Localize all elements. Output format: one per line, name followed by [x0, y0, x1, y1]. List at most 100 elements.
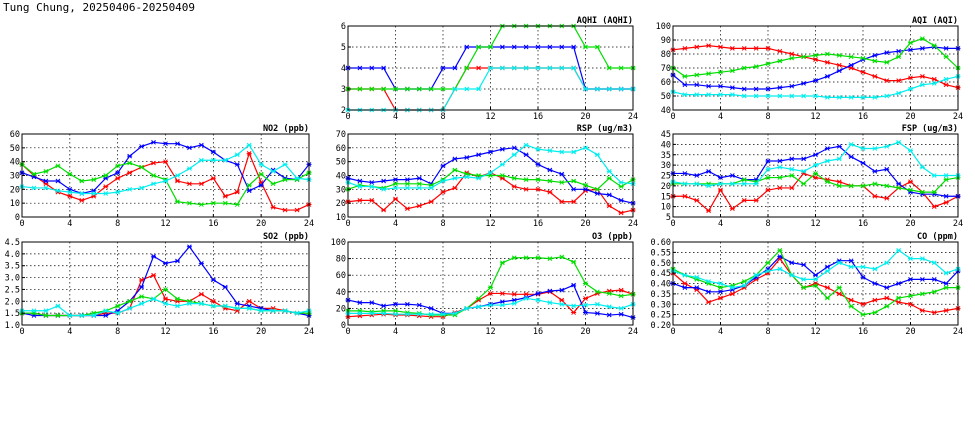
chart-title: CO (ppm): [917, 232, 958, 242]
data-point-green: [79, 178, 85, 184]
data-point-cyan: [694, 274, 700, 280]
data-point-cyan: [872, 266, 878, 272]
y-tick-label: 4.5: [5, 238, 20, 248]
x-tick-label: 4: [718, 112, 723, 122]
y-tick-label: 50: [661, 92, 671, 102]
data-point-green: [139, 164, 145, 170]
data-point-green: [67, 171, 73, 177]
data-point-green: [428, 86, 434, 92]
data-point-blue: [357, 300, 363, 305]
data-point-blue: [452, 65, 458, 71]
data-point-blue: [860, 274, 866, 280]
data-point-green: [741, 177, 747, 183]
data-point-blue: [943, 193, 949, 199]
data-point-green: [741, 65, 747, 71]
data-point-blue: [381, 65, 387, 71]
data-point-green: [729, 68, 735, 74]
data-point-cyan: [464, 174, 470, 180]
data-point-blue: [535, 291, 541, 296]
data-point-red: [813, 175, 818, 180]
data-point-blue: [499, 146, 505, 152]
data-point-cyan: [860, 146, 866, 151]
data-point-cyan: [67, 189, 73, 195]
data-point-cyan: [452, 86, 458, 92]
data-point-green: [943, 285, 949, 291]
y-tick-label: 25: [661, 172, 671, 182]
y-tick-label: 0.50: [651, 259, 671, 269]
data-point-green: [547, 178, 553, 184]
data-point-green: [824, 295, 830, 301]
data-point-blue: [369, 180, 375, 185]
data-point-green: [896, 185, 902, 191]
data-point-green: [523, 255, 529, 261]
data-point-red: [884, 78, 890, 83]
data-point-red: [547, 189, 553, 195]
data-point-blue: [234, 301, 240, 307]
chart-title: RSP (ug/m3): [577, 124, 633, 134]
data-point-blue: [848, 258, 854, 264]
data-point-red: [246, 298, 252, 304]
data-point-blue: [571, 282, 577, 288]
data-point-blue: [464, 44, 470, 50]
x-tick-label: 4: [718, 219, 723, 229]
data-point-cyan: [931, 81, 937, 86]
data-point-blue: [718, 83, 723, 89]
data-point-red: [729, 46, 735, 51]
data-point-cyan: [694, 92, 700, 97]
data-point-red: [618, 210, 624, 216]
data-point-blue: [174, 141, 180, 147]
data-point-blue: [381, 303, 387, 309]
data-point-red: [682, 193, 688, 199]
data-point-cyan: [872, 95, 878, 100]
data-point-blue: [765, 158, 771, 164]
x-tick-label: 20: [905, 327, 915, 337]
data-point-blue: [547, 44, 553, 50]
data-point-blue: [777, 254, 783, 259]
x-tick-label: 20: [256, 219, 266, 229]
data-point-blue: [836, 68, 842, 74]
data-point-blue: [583, 310, 588, 315]
data-point-cyan: [765, 268, 771, 274]
data-point-blue: [198, 142, 204, 148]
data-point-red: [860, 301, 866, 307]
rsp-chart: RSP (ug/m3) 0 4 8 12 16 20 24 10 20 30 40 50 60 70: [336, 124, 638, 229]
data-point-cyan: [476, 304, 482, 310]
data-point-red: [571, 310, 577, 315]
data-point-cyan: [824, 95, 830, 100]
y-tick-label: 3.5: [5, 262, 20, 272]
data-point-blue: [571, 186, 577, 192]
data-point-cyan: [583, 145, 588, 151]
data-point-blue: [404, 301, 410, 307]
data-point-cyan: [511, 152, 517, 158]
data-point-blue: [535, 44, 541, 50]
data-point-green: [139, 294, 145, 299]
data-point-cyan: [718, 181, 723, 187]
x-tick-label: 24: [628, 327, 638, 337]
data-point-red: [706, 208, 712, 214]
data-point-cyan: [381, 311, 387, 316]
data-point-cyan: [416, 311, 422, 317]
data-point-green: [488, 285, 493, 291]
data-point-blue: [416, 302, 422, 308]
data-point-green: [919, 291, 925, 297]
data-point-cyan: [55, 303, 61, 309]
y-tick-label: 60: [661, 78, 671, 88]
data-point-cyan: [79, 191, 85, 196]
data-point-green: [31, 310, 37, 316]
data-point-blue: [824, 74, 830, 79]
y-tick-label: 5: [666, 213, 671, 223]
data-point-cyan: [393, 311, 398, 317]
data-point-red: [583, 296, 588, 301]
data-point-green: [836, 285, 842, 291]
data-point-blue: [234, 162, 240, 167]
data-point-cyan: [547, 300, 553, 305]
data-point-cyan: [294, 310, 300, 316]
x-tick-label: 8: [115, 219, 120, 229]
data-point-red: [931, 76, 937, 82]
data-point-green: [210, 200, 216, 206]
x-tick-label: 0: [345, 219, 350, 229]
data-point-green: [43, 313, 49, 318]
chart-title: NO2 (ppb): [263, 124, 309, 134]
data-point-green: [499, 260, 505, 266]
data-point-red: [79, 198, 85, 203]
